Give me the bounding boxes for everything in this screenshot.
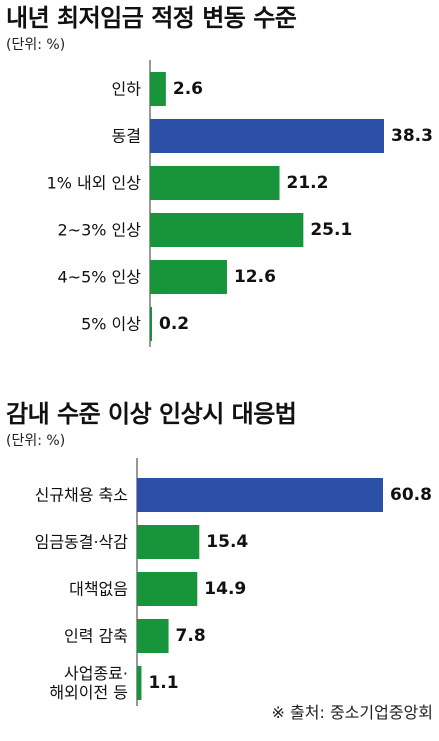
- chart1-category-label-2: 1% 내외 인상: [47, 174, 142, 193]
- chart2-category-label-4-1: 해외이전 등: [49, 683, 128, 702]
- chart1-category-label-0: 인하: [112, 80, 142, 99]
- chart2-bar-0: [137, 478, 383, 512]
- chart2-category-label-1: 임금동결·삭감: [35, 533, 129, 552]
- chart2-category-label-4-0: 사업종료·: [64, 664, 128, 683]
- chart1-category-label-1: 동결: [112, 127, 141, 146]
- chart1-category-label-4: 4~5% 인상: [58, 268, 142, 287]
- chart2-unit-label: (단위: %): [6, 433, 66, 449]
- chart1-value-label-0: 2.6: [173, 79, 203, 99]
- chart1-bar-3: [150, 213, 304, 247]
- chart2-value-label-3: 7.8: [176, 626, 206, 646]
- chart2-value-label-2: 14.9: [204, 579, 246, 599]
- chart2-category-label-3: 인력 감축: [64, 627, 128, 646]
- chart1-bar-0: [150, 72, 166, 106]
- chart1-title: 내년 최저임금 적정 변동 수준: [6, 4, 297, 32]
- chart1-bar-2: [150, 166, 280, 200]
- chart2-value-label-1: 15.4: [206, 532, 248, 552]
- chart2-category-label-2: 대책없음: [69, 580, 128, 599]
- chart1-value-label-4: 12.6: [234, 267, 276, 287]
- chart1-value-label-2: 21.2: [287, 173, 329, 193]
- chart1-category-label-3: 2~3% 인상: [58, 221, 142, 240]
- chart1-bar-1: [150, 119, 384, 153]
- chart1-unit-label: (단위: %): [6, 37, 66, 53]
- chart1-value-label-5: 0.2: [159, 314, 189, 334]
- chart1-value-label-3: 25.1: [310, 220, 352, 240]
- chart2-plot: 신규채용 축소 60.8 임금동결·삭감 15.4 대책없음 14.9 인력 감축 7.8 사업…: [35, 458, 432, 706]
- chart1-plot: 인하 2.6 동결 38.3 1% 내외 인상 21.2 2~3% 인상 25.1 4~5% 인…: [47, 60, 433, 347]
- chart2-bar-2: [137, 572, 198, 606]
- chart2-value-label-4: 1.1: [148, 673, 178, 693]
- chart2-category-label-0: 신규채용 축소: [35, 486, 128, 505]
- chart2-bar-1: [137, 525, 200, 559]
- chart1-bar-4: [150, 260, 227, 294]
- chart1-value-label-1: 38.3: [391, 126, 433, 146]
- chart2-title: 감내 수준 이상 인상시 대응법: [6, 400, 297, 428]
- source-note: ※ 출처: 중소기업중앙회: [271, 703, 433, 722]
- chart2-value-label-0: 60.8: [390, 485, 432, 505]
- chart1-category-label-5: 5% 이상: [81, 315, 141, 334]
- chart2-bar-4: [137, 666, 142, 700]
- chart1-bar-5: [150, 307, 152, 341]
- chart2-bar-3: [137, 619, 169, 653]
